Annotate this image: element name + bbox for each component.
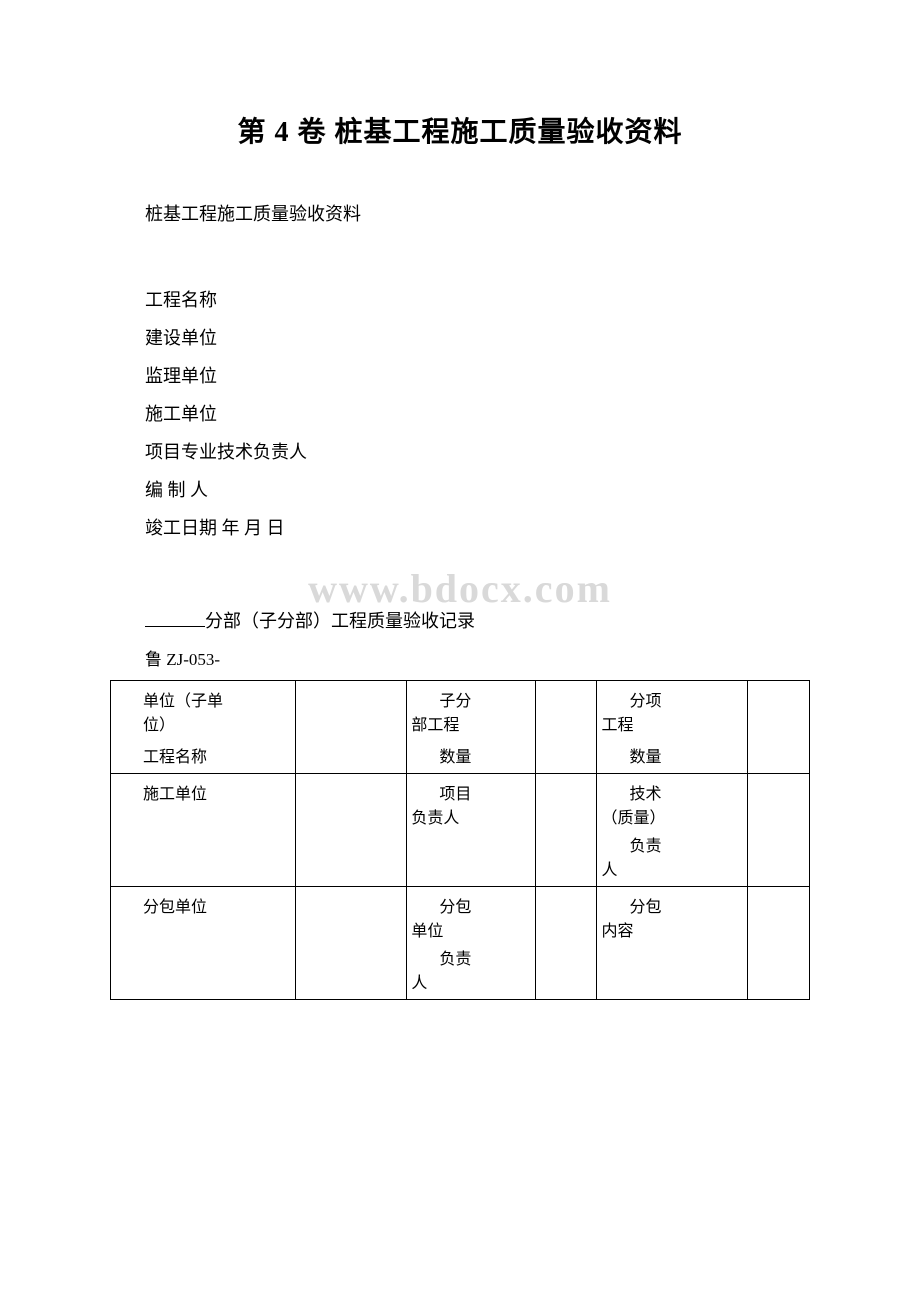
cell-subcontractor-lead-value	[535, 887, 597, 1000]
cell-subpart-count-label: 子分 部工程 数量	[407, 681, 536, 774]
table-row: 单位（子单 位） 工程名称 子分 部工程 数量 分项 工程 数量	[111, 681, 810, 774]
section-title-blank	[145, 626, 205, 627]
cell-unit-project-name-value	[295, 681, 407, 774]
field-contractor-unit: 施工单位	[145, 395, 810, 433]
cell-contractor-label: 施工单位	[111, 774, 296, 887]
field-project-name: 工程名称	[145, 281, 810, 319]
field-tech-lead: 项目专业技术负责人	[145, 433, 810, 471]
cell-subcontract-content-value	[748, 887, 810, 1000]
subtitle: 桩基工程施工质量验收资料	[145, 200, 810, 226]
field-supervision-unit: 监理单位	[145, 357, 810, 395]
table-row: 分包单位 分包 单位 负责 人 分包 内容	[111, 887, 810, 1000]
cell-tech-quality-lead-label: 技术 （质量） 负责 人	[597, 774, 748, 887]
cell-contractor-value	[295, 774, 407, 887]
table-row: 施工单位 项目 负责人 技术 （质量） 负责 人	[111, 774, 810, 887]
field-list: 工程名称 建设单位 监理单位 施工单位 项目专业技术负责人 编 制 人 竣工日期…	[145, 281, 810, 547]
cell-subcontract-content-label: 分包 内容	[597, 887, 748, 1000]
field-completion-date: 竣工日期 年 月 日	[145, 509, 810, 547]
cell-item-count-label: 分项 工程 数量	[597, 681, 748, 774]
cell-subcontractor-value	[295, 887, 407, 1000]
page-title: 第 4 卷 桩基工程施工质量验收资料	[110, 110, 810, 150]
cell-tech-quality-lead-value	[748, 774, 810, 887]
cell-item-count-value	[748, 681, 810, 774]
form-table: 单位（子单 位） 工程名称 子分 部工程 数量 分项 工程 数量 施工单位 项目	[110, 680, 810, 1000]
cell-subpart-count-value	[535, 681, 597, 774]
section-title: 分部（子分部）工程质量验收记录	[145, 607, 810, 633]
field-compiler: 编 制 人	[145, 471, 810, 509]
cell-unit-project-name-label: 单位（子单 位） 工程名称	[111, 681, 296, 774]
cell-subcontractor-lead-label: 分包 单位 负责 人	[407, 887, 536, 1000]
field-construction-unit: 建设单位	[145, 319, 810, 357]
cell-project-lead-value	[535, 774, 597, 887]
cell-subcontractor-label: 分包单位	[111, 887, 296, 1000]
section-title-text: 分部（子分部）工程质量验收记录	[205, 611, 475, 631]
form-code: 鲁 ZJ-053-	[145, 645, 810, 670]
cell-project-lead-label: 项目 负责人	[407, 774, 536, 887]
